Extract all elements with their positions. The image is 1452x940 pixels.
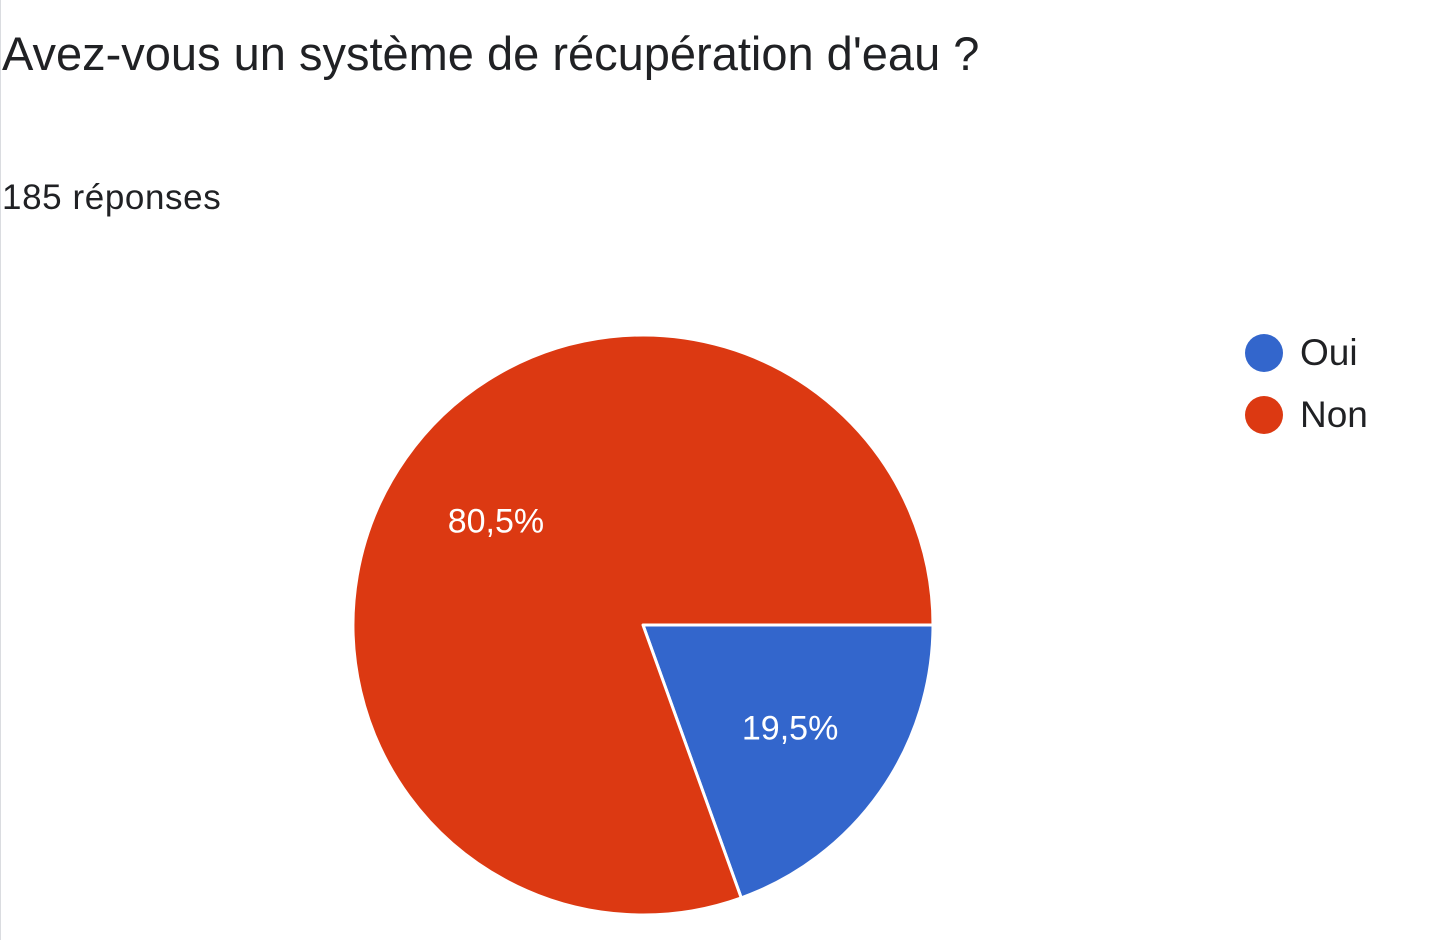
pie-slices <box>351 333 935 917</box>
pie-slice-oui[interactable] <box>641 623 935 900</box>
pie-slice-non[interactable] <box>351 333 935 917</box>
left-border <box>0 0 1 940</box>
pie-label-oui: 19,5% <box>742 709 838 747</box>
legend-item-oui[interactable]: Oui <box>1245 332 1368 374</box>
response-count: 185 réponses <box>2 178 222 217</box>
legend-item-non[interactable]: Non <box>1245 394 1368 436</box>
legend-label-non: Non <box>1300 394 1368 435</box>
legend-swatch-non <box>1245 396 1283 434</box>
legend-label-oui: Oui <box>1300 332 1358 373</box>
chart-legend: Oui Non <box>1245 332 1368 456</box>
question-title: Avez-vous un système de récupération d'e… <box>2 27 980 80</box>
pie-labels: 19,5% 80,5% <box>448 503 839 748</box>
pie-label-non: 80,5% <box>448 503 544 541</box>
legend-swatch-oui <box>1245 334 1283 372</box>
